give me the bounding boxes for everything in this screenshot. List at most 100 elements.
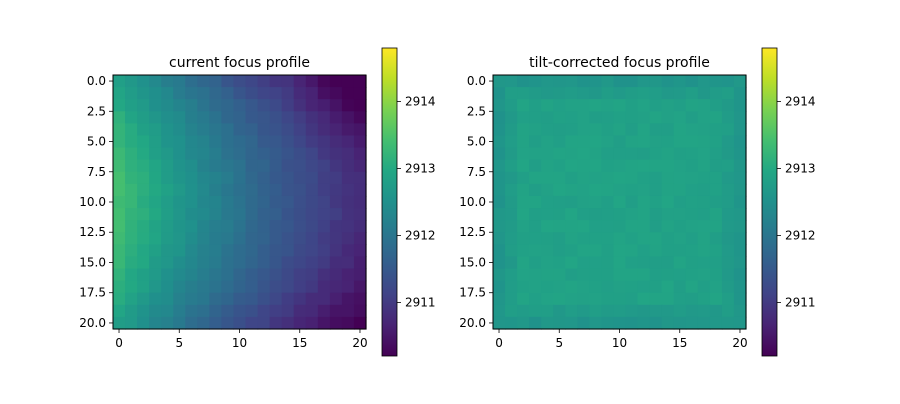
- heatmap-cell: [137, 208, 150, 221]
- heatmap-cell: [341, 292, 355, 306]
- heatmap-cell: [353, 232, 367, 245]
- heatmap-cell: [553, 171, 566, 185]
- x-tick-label: 5: [175, 336, 183, 350]
- heatmap-cell: [173, 147, 186, 161]
- heatmap-cell: [305, 99, 319, 112]
- heatmap-cell: [709, 244, 723, 258]
- heatmap-cell: [305, 123, 319, 137]
- heatmap-cell: [553, 123, 566, 137]
- heatmap-cell: [185, 280, 198, 294]
- heatmap-cell: [125, 256, 138, 270]
- heatmap-cell: [209, 159, 223, 173]
- heatmap-cell: [125, 159, 138, 173]
- heatmap-cell: [673, 268, 687, 282]
- heatmap-cell: [637, 75, 651, 88]
- heatmap-cell: [541, 123, 554, 137]
- heatmap-cell: [541, 135, 554, 149]
- heatmap-cell: [721, 111, 735, 124]
- heatmap-cell: [113, 111, 126, 124]
- y-tick-label: 20.0: [79, 316, 106, 330]
- heatmap-cell: [721, 99, 735, 112]
- heatmap-cell: [517, 99, 530, 112]
- heatmap-cell: [209, 123, 223, 137]
- heatmap-cell: [517, 123, 530, 137]
- heatmap-cell: [733, 135, 747, 149]
- heatmap-cell: [517, 75, 530, 88]
- heatmap-cell: [269, 111, 283, 124]
- heatmap-cell: [613, 159, 627, 173]
- heatmap-cell: [209, 75, 223, 88]
- heatmap-cell: [529, 75, 542, 88]
- heatmap-cell: [293, 111, 307, 124]
- heatmap-cell: [149, 111, 162, 124]
- heatmap-cell: [341, 147, 355, 161]
- heatmap-cell: [125, 195, 138, 209]
- heatmap-cell: [529, 195, 542, 209]
- heatmap-cell: [589, 111, 603, 124]
- heatmap-cell: [317, 87, 331, 100]
- heatmap-cell: [329, 159, 343, 173]
- heatmap-cell: [317, 183, 331, 197]
- heatmap-cell: [269, 159, 283, 173]
- heatmap-cell: [233, 75, 247, 88]
- heatmap-cell: [293, 256, 307, 270]
- heatmap-cell: [125, 75, 138, 88]
- heatmap-cell: [137, 159, 150, 173]
- heatmap-cell: [565, 304, 578, 318]
- heatmap-cell: [613, 183, 627, 197]
- heatmap-cell: [197, 316, 210, 330]
- heatmap-cell: [173, 244, 186, 258]
- heatmap-cell: [305, 147, 319, 161]
- heatmap-cell: [257, 220, 271, 233]
- heatmap-cell: [553, 316, 566, 330]
- heatmap-cell: [733, 304, 747, 318]
- heatmap-cell: [541, 195, 554, 209]
- heatmap-cell: [113, 292, 126, 306]
- heatmap-cell: [161, 171, 174, 185]
- heatmap-cell: [221, 135, 235, 149]
- heatmap-cell: [553, 87, 566, 100]
- heatmap-cell: [257, 208, 271, 221]
- heatmap-cell: [245, 268, 259, 282]
- heatmap-cell: [565, 244, 578, 258]
- heatmap-cell: [329, 99, 343, 112]
- heatmap-cell: [185, 87, 198, 100]
- heatmap-cell: [709, 280, 723, 294]
- heatmap-cell: [137, 244, 150, 258]
- heatmap-cell: [721, 316, 735, 330]
- heatmap-cell: [493, 316, 506, 330]
- heatmap-cell: [565, 268, 578, 282]
- heatmap-cell: [541, 183, 554, 197]
- heatmap-cell: [281, 87, 295, 100]
- heatmap-cell: [697, 220, 711, 233]
- y-tick-label: 2.5: [87, 104, 106, 118]
- y-tick-label: 20.0: [459, 316, 486, 330]
- heatmap-cell: [209, 195, 223, 209]
- heatmap-cell: [613, 75, 627, 88]
- heatmap-cell: [137, 195, 150, 209]
- heatmap-cell: [149, 171, 162, 185]
- heatmap-cell: [577, 99, 590, 112]
- heatmap-cell: [149, 135, 162, 149]
- heatmap-cell: [185, 232, 198, 245]
- colorbar-tick-label: 2911: [405, 295, 436, 309]
- heatmap-cell: [721, 123, 735, 137]
- heatmap-cell: [589, 316, 603, 330]
- heatmap-cell: [721, 147, 735, 161]
- heatmap-cell: [517, 220, 530, 233]
- heatmap-cell: [601, 147, 615, 161]
- heatmap-cell: [721, 195, 735, 209]
- heatmap-cell: [221, 171, 235, 185]
- heatmap-cell: [589, 208, 603, 221]
- heatmap-cell: [613, 316, 627, 330]
- heatmap-cell: [209, 147, 223, 161]
- colorbar-tick-label: 2913: [405, 162, 436, 176]
- heatmap-cell: [649, 220, 663, 233]
- heatmap-cell: [245, 135, 259, 149]
- heatmap-cell: [709, 159, 723, 173]
- heatmap-cell: [553, 280, 566, 294]
- heatmap-cell: [517, 280, 530, 294]
- heatmap-cell: [221, 195, 235, 209]
- heatmap-cell: [565, 292, 578, 306]
- heatmap-cell: [505, 244, 518, 258]
